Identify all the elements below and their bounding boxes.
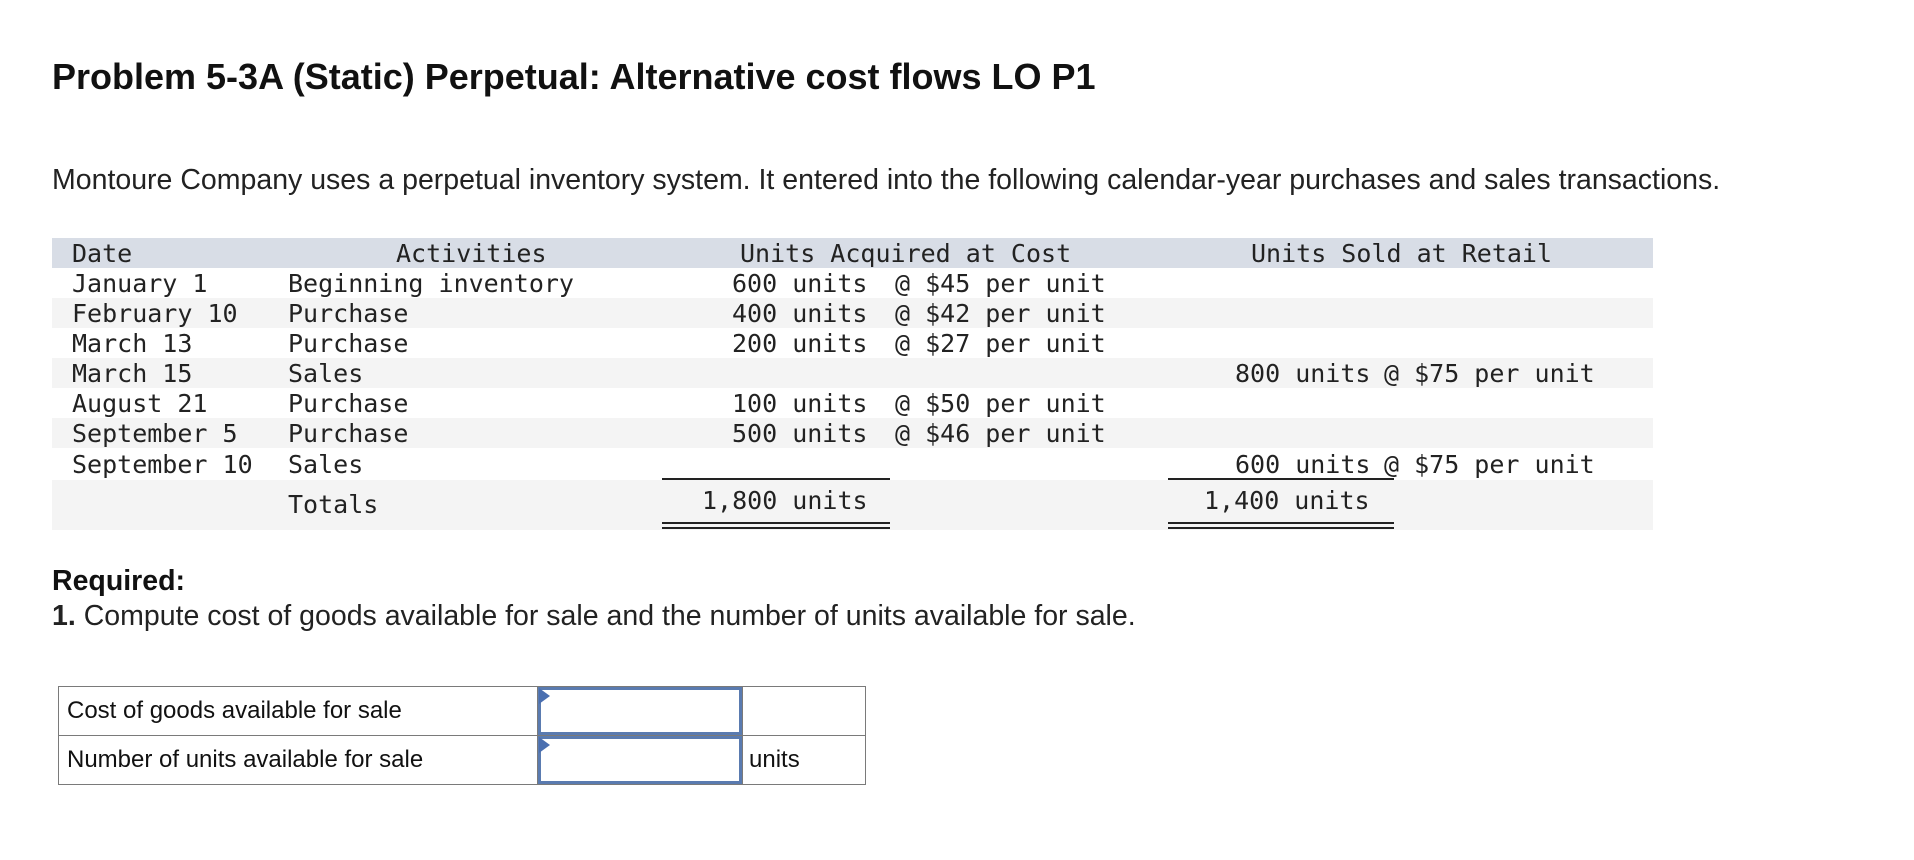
- subtotal-rule-acquired: [662, 478, 890, 480]
- row-acquired-cost: @ $27 per unit: [895, 329, 1106, 358]
- row-activity: Purchase: [288, 329, 409, 358]
- table-row: March 15 Sales 800 units @ $75 per unit: [52, 358, 1653, 388]
- required-heading: Required:: [52, 565, 186, 597]
- totals-row: Totals 1,800 units 1,400 units: [52, 480, 1653, 530]
- units-available-cell: [537, 735, 743, 785]
- intro-text: Montoure Company uses a perpetual invent…: [52, 164, 1721, 196]
- header-units-sold: Units Sold at Retail: [1251, 239, 1553, 268]
- answer-row-units: Number of units available for sale units: [58, 735, 866, 785]
- row-sold-units: 600 units: [1235, 450, 1371, 479]
- row-acquired-cost: @ $46 per unit: [895, 419, 1106, 448]
- table-row: September 5 Purchase 500 units @ $46 per…: [52, 418, 1653, 448]
- requirement-1: 1. Compute cost of goods available for s…: [52, 600, 1136, 633]
- row-activity: Purchase: [288, 419, 409, 448]
- row-sold-units: 800 units: [1235, 359, 1371, 388]
- totals-label: Totals: [288, 490, 379, 519]
- requirement-text: Compute cost of goods available for sale…: [83, 600, 1136, 632]
- total-double-rule-acquired: [662, 522, 890, 529]
- row-acquired-units: 100 units: [732, 389, 868, 418]
- row-activity: Sales: [288, 450, 364, 479]
- row-activity: Purchase: [288, 389, 409, 418]
- header-date: Date: [72, 239, 133, 268]
- header-activities: Activities: [396, 239, 547, 268]
- row-date: August 21: [72, 389, 208, 418]
- table-row: March 13 Purchase 200 units @ $27 per un…: [52, 328, 1653, 358]
- subtotal-rule-sold: [1168, 478, 1394, 480]
- row-sold-price: @ $75 per unit: [1384, 450, 1595, 479]
- row-acquired-units: 400 units: [732, 299, 868, 328]
- cost-of-goods-label: Cost of goods available for sale: [58, 686, 538, 736]
- row-acquired-cost: @ $42 per unit: [895, 299, 1106, 328]
- units-available-label: Number of units available for sale: [58, 735, 538, 785]
- row-date: February 10: [72, 299, 238, 328]
- row-acquired-cost: @ $50 per unit: [895, 389, 1106, 418]
- row-date: September 10: [72, 450, 253, 479]
- answer-table: Cost of goods available for sale Number …: [58, 686, 866, 785]
- row-activity: Beginning inventory: [288, 269, 574, 298]
- units-available-unit: units: [742, 735, 866, 785]
- requirement-number: 1.: [52, 600, 76, 632]
- row-activity: Sales: [288, 359, 364, 388]
- answer-marker-icon: [539, 688, 550, 704]
- cost-of-goods-cell: [537, 686, 743, 736]
- table-row: February 10 Purchase 400 units @ $42 per…: [52, 298, 1653, 328]
- page-title: Problem 5-3A (Static) Perpetual: Alterna…: [52, 56, 1096, 97]
- row-sold-price: @ $75 per unit: [1384, 359, 1595, 388]
- totals-sold: 1,400 units: [1204, 486, 1370, 515]
- total-double-rule-sold: [1168, 522, 1394, 529]
- cost-of-goods-unit: [742, 686, 866, 736]
- table-row: January 1 Beginning inventory 600 units …: [52, 268, 1653, 298]
- row-date: January 1: [72, 269, 208, 298]
- row-acquired-units: 200 units: [732, 329, 868, 358]
- header-units-acquired: Units Acquired at Cost: [740, 239, 1072, 268]
- answer-row-cost: Cost of goods available for sale: [58, 686, 866, 736]
- table-row: August 21 Purchase 100 units @ $50 per u…: [52, 388, 1653, 418]
- row-acquired-units: 500 units: [732, 419, 868, 448]
- row-date: September 5: [72, 419, 238, 448]
- units-available-input[interactable]: [538, 736, 742, 784]
- cost-of-goods-input[interactable]: [538, 687, 742, 735]
- row-date: March 13: [72, 329, 193, 358]
- answer-marker-icon: [539, 737, 550, 753]
- table-row: September 10 Sales 600 units @ $75 per u…: [52, 448, 1653, 480]
- row-acquired-cost: @ $45 per unit: [895, 269, 1106, 298]
- row-date: March 15: [72, 359, 193, 388]
- row-acquired-units: 600 units: [732, 269, 868, 298]
- totals-acquired: 1,800 units: [702, 486, 868, 515]
- table-header-row: Date Activities Units Acquired at Cost U…: [52, 238, 1653, 268]
- row-activity: Purchase: [288, 299, 409, 328]
